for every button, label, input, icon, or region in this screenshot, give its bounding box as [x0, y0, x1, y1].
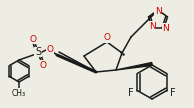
Text: CH₃: CH₃	[12, 88, 26, 98]
Text: F: F	[128, 87, 134, 98]
Text: O: O	[47, 45, 54, 55]
Text: F: F	[170, 87, 176, 98]
Text: O: O	[40, 60, 47, 70]
Text: S: S	[35, 47, 41, 57]
Text: O: O	[29, 34, 36, 44]
Text: N: N	[149, 22, 156, 31]
Text: O: O	[104, 33, 111, 43]
Text: N: N	[163, 24, 169, 33]
Text: N: N	[155, 7, 161, 17]
Polygon shape	[116, 63, 152, 70]
